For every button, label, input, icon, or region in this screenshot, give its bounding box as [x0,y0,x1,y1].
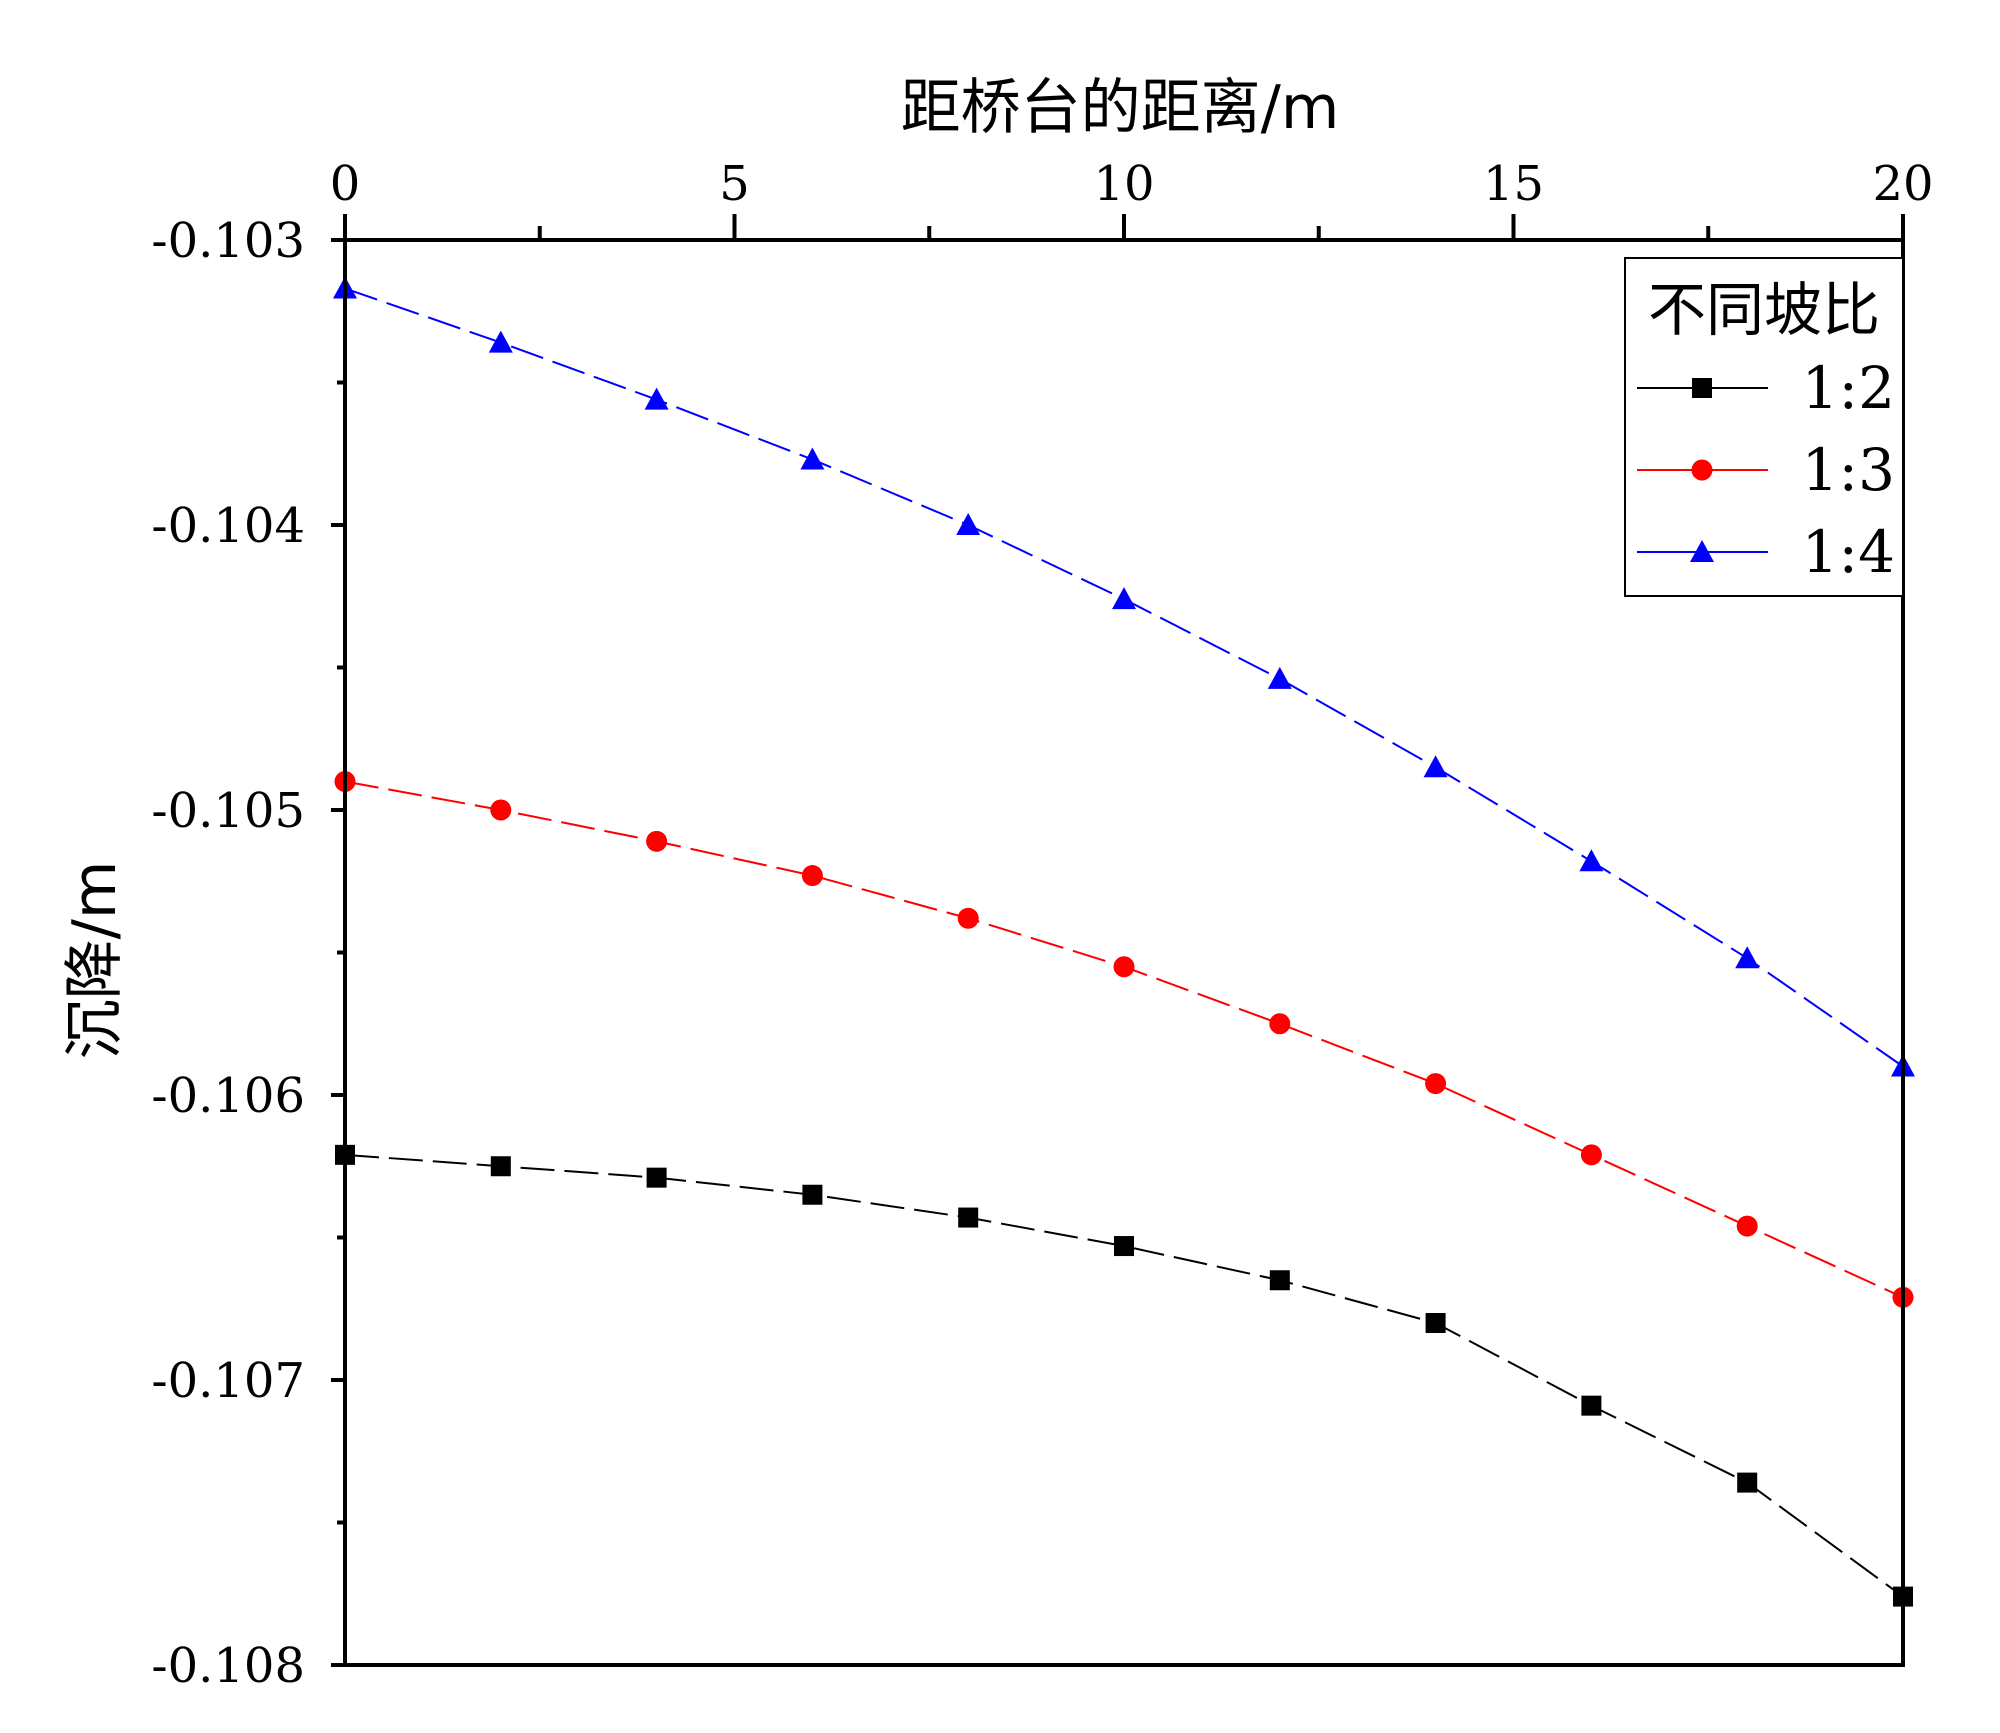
data-point [1736,1215,1758,1237]
data-point [1267,666,1292,689]
legend-label: 1:2 [1802,354,1895,422]
data-point [956,513,981,535]
data-point [1269,1270,1290,1291]
data-point [1269,1013,1291,1035]
series-1-3 [334,771,1914,1308]
x-axis: 0 5 10 15 20 [330,156,1934,240]
y-tick-label: -0.107 [151,1353,305,1409]
series-1-4 [333,276,1915,1077]
data-point [1423,755,1448,778]
data-point [802,1184,823,1205]
data-point [1580,1144,1602,1166]
data-point [1581,1395,1602,1416]
x-tick-label: 10 [1093,156,1154,212]
y-tick-label: -0.103 [151,213,305,269]
data-point [488,330,513,353]
data-point [1112,587,1136,610]
data-point [1425,1313,1446,1333]
legend-item: 1:2 [1637,354,1895,422]
y-tick-label: -0.106 [151,1068,305,1124]
data-point [490,1156,511,1177]
series-line [344,1153,1904,1598]
y-axis-title: 沉降/m [60,861,130,1060]
series-1-2 [335,1144,1913,1607]
y-tick-label: -0.108 [151,1638,305,1694]
data-point [646,1167,667,1188]
data-point [958,1207,979,1228]
data-point [646,830,668,852]
data-point [1425,1073,1447,1095]
y-tick-label: -0.104 [151,498,305,554]
x-tick-label: 20 [1872,156,1933,212]
legend-label: 1:3 [1802,436,1895,504]
legend-title: 不同坡比 [1648,276,1880,344]
data-point [644,387,669,410]
legend-marker [1692,378,1712,398]
legend: 不同坡比 1:2 1:3 1:4 [1624,257,1904,597]
data-point [1113,956,1135,978]
legend-item: 1:4 [1637,518,1895,586]
plot-frame [343,238,1905,1667]
data-point [490,799,512,821]
data-point [1114,1236,1134,1257]
x-tick-label: 0 [330,156,361,212]
y-tick-label: -0.105 [151,783,305,839]
legend-marker [1690,540,1714,562]
legend-item: 1:3 [1637,436,1895,504]
data-point [1737,1472,1758,1493]
x-tick-label: 5 [719,156,750,212]
x-tick-label: 15 [1483,156,1544,212]
x-axis-title: 距桥台的距离/m [901,73,1340,143]
data-point [801,865,823,887]
legend-box [1624,257,1904,597]
legend-label: 1:4 [1802,518,1895,586]
y-axis: -0.103 -0.104 -0.105 -0.106 -0.107 -0.108 [151,213,345,1694]
data-point [800,447,825,470]
plot-area [333,276,1915,1607]
data-point [1579,849,1604,872]
data-point [1735,946,1760,969]
legend-marker [1691,459,1713,481]
data-point [957,907,979,929]
series-line [344,780,1904,1299]
